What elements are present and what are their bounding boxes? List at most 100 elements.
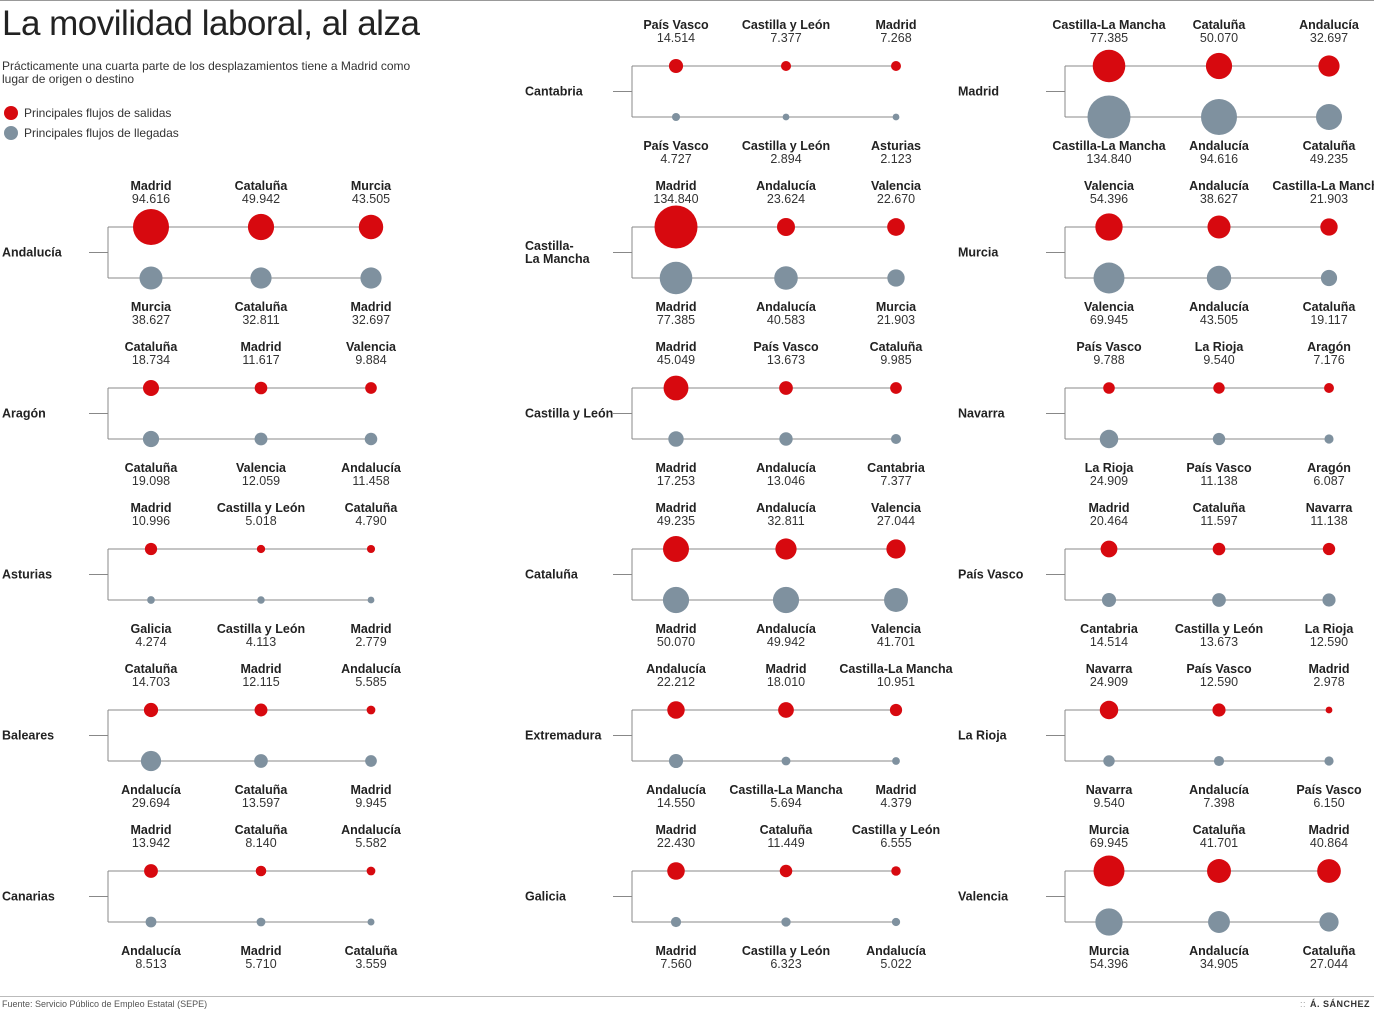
arrival-circle [1212, 432, 1226, 446]
arrival-place-label: Castilla-La Mancha [1052, 139, 1166, 153]
arrival-value-label: 12.059 [242, 474, 280, 488]
arrival-circle [142, 430, 160, 448]
author-credit: :: Á. SÁNCHEZ [1300, 999, 1370, 1009]
arrival-place-label: Cataluña [235, 300, 289, 314]
exit-circle [778, 702, 794, 718]
arrival-place-label: Madrid [351, 622, 392, 636]
exit-circle [667, 862, 685, 880]
arrival-circle [887, 269, 905, 287]
exit-place-label: Valencia [1084, 179, 1135, 193]
arrival-place-label: Galicia [131, 622, 173, 636]
exit-circle [891, 866, 901, 876]
region-name-line: Madrid [958, 85, 999, 99]
region-name-line: Asturias [2, 568, 52, 582]
exit-place-label: Castilla y León [742, 18, 830, 32]
arrival-place-label: Cataluña [235, 783, 289, 797]
arrival-value-label: 3.559 [355, 957, 386, 971]
exit-value-label: 49.942 [242, 192, 280, 206]
arrival-value-label: 5.694 [770, 796, 801, 810]
exit-circle [1095, 213, 1123, 241]
arrival-place-label: Castilla y León [1175, 622, 1263, 636]
arrival-circle [662, 586, 690, 614]
arrival-value-label: 9.540 [1093, 796, 1124, 810]
exit-circle [1207, 215, 1231, 239]
arrival-value-label: 43.505 [1200, 313, 1238, 327]
exit-value-label: 9.540 [1203, 353, 1234, 367]
exit-circle [891, 61, 901, 71]
exit-place-label: Madrid [241, 340, 282, 354]
arrival-place-label: Asturias [871, 139, 921, 153]
exit-value-label: 12.590 [1200, 675, 1238, 689]
arrival-value-label: 8.513 [135, 957, 166, 971]
arrival-place-label: Andalucía [121, 783, 182, 797]
arrival-place-label: Andalucía [1189, 783, 1250, 797]
exit-circle [366, 544, 376, 554]
arrival-circle [367, 918, 375, 926]
exit-circle [1207, 859, 1231, 883]
arrival-circle [1099, 429, 1119, 449]
arrival-value-label: 6.323 [770, 957, 801, 971]
arrival-place-label: Madrid [656, 622, 697, 636]
arrival-place-label: Andalucía [866, 944, 927, 958]
exit-place-label: Madrid [1089, 501, 1130, 515]
arrival-circle [1095, 908, 1123, 936]
region-name-galicia: Galicia [525, 890, 567, 904]
arrival-place-label: Madrid [656, 300, 697, 314]
exit-place-label: Madrid [131, 179, 172, 193]
arrival-value-label: 4.727 [660, 152, 691, 166]
arrival-value-label: 4.274 [135, 635, 166, 649]
exit-place-label: Valencia [346, 340, 397, 354]
exit-place-label: Madrid [131, 823, 172, 837]
arrival-circle [671, 112, 681, 122]
region-name-cantabria: Cantabria [525, 85, 584, 99]
exit-place-label: Andalucía [646, 662, 707, 676]
arrival-circle [1212, 593, 1226, 607]
region-name-line: Canarias [2, 890, 55, 904]
arrival-place-label: Murcia [876, 300, 917, 314]
exit-place-label: Castilla-La Mancha [1272, 179, 1374, 193]
exit-place-label: Madrid [241, 662, 282, 676]
exit-place-label: Valencia [871, 179, 922, 193]
exit-circle [365, 382, 377, 394]
arrival-value-label: 9.945 [355, 796, 386, 810]
exit-circle [889, 703, 903, 717]
exit-circle [1213, 382, 1225, 394]
arrival-place-label: Valencia [236, 461, 287, 475]
arrival-place-label: Valencia [871, 622, 922, 636]
arrival-value-label: 77.385 [657, 313, 695, 327]
exit-place-label: Castilla y León [852, 823, 940, 837]
exit-circle [886, 539, 906, 559]
exit-place-label: Madrid [656, 340, 697, 354]
exit-place-label: Madrid [656, 501, 697, 515]
arrival-circle [892, 757, 900, 765]
arrival-value-label: 5.710 [245, 957, 276, 971]
exit-place-label: Cataluña [235, 823, 289, 837]
arrival-circle [250, 267, 272, 289]
exit-place-label: Navarra [1306, 501, 1354, 515]
arrival-circle [364, 432, 378, 446]
arrival-place-label: Andalucía [756, 461, 817, 475]
arrival-value-label: 11.138 [1200, 474, 1237, 488]
arrival-value-label: 38.627 [132, 313, 170, 327]
region-name-line: Aragón [2, 407, 46, 421]
arrival-circle [139, 266, 163, 290]
exit-circle [663, 375, 689, 401]
exit-circle [358, 214, 384, 240]
arrival-place-label: La Rioja [1085, 461, 1135, 475]
exit-value-label: 22.430 [657, 836, 695, 850]
exit-place-label: Andalucía [341, 662, 402, 676]
arrival-circle [1316, 104, 1342, 130]
region-name-navarra: Navarra [958, 407, 1006, 421]
arrival-value-label: 49.235 [1310, 152, 1348, 166]
exit-value-label: 12.115 [242, 675, 279, 689]
exit-circle [779, 381, 793, 395]
exit-place-label: Castilla y León [217, 501, 305, 515]
exit-value-label: 18.734 [132, 353, 170, 367]
arrival-value-label: 69.945 [1090, 313, 1128, 327]
arrival-circle [1320, 269, 1338, 287]
arrival-value-label: 6.150 [1313, 796, 1344, 810]
region-name-extremadura: Extremadura [525, 729, 602, 743]
exit-value-label: 40.864 [1310, 836, 1348, 850]
exit-circle [1103, 382, 1115, 394]
arrival-value-label: 2.779 [355, 635, 386, 649]
